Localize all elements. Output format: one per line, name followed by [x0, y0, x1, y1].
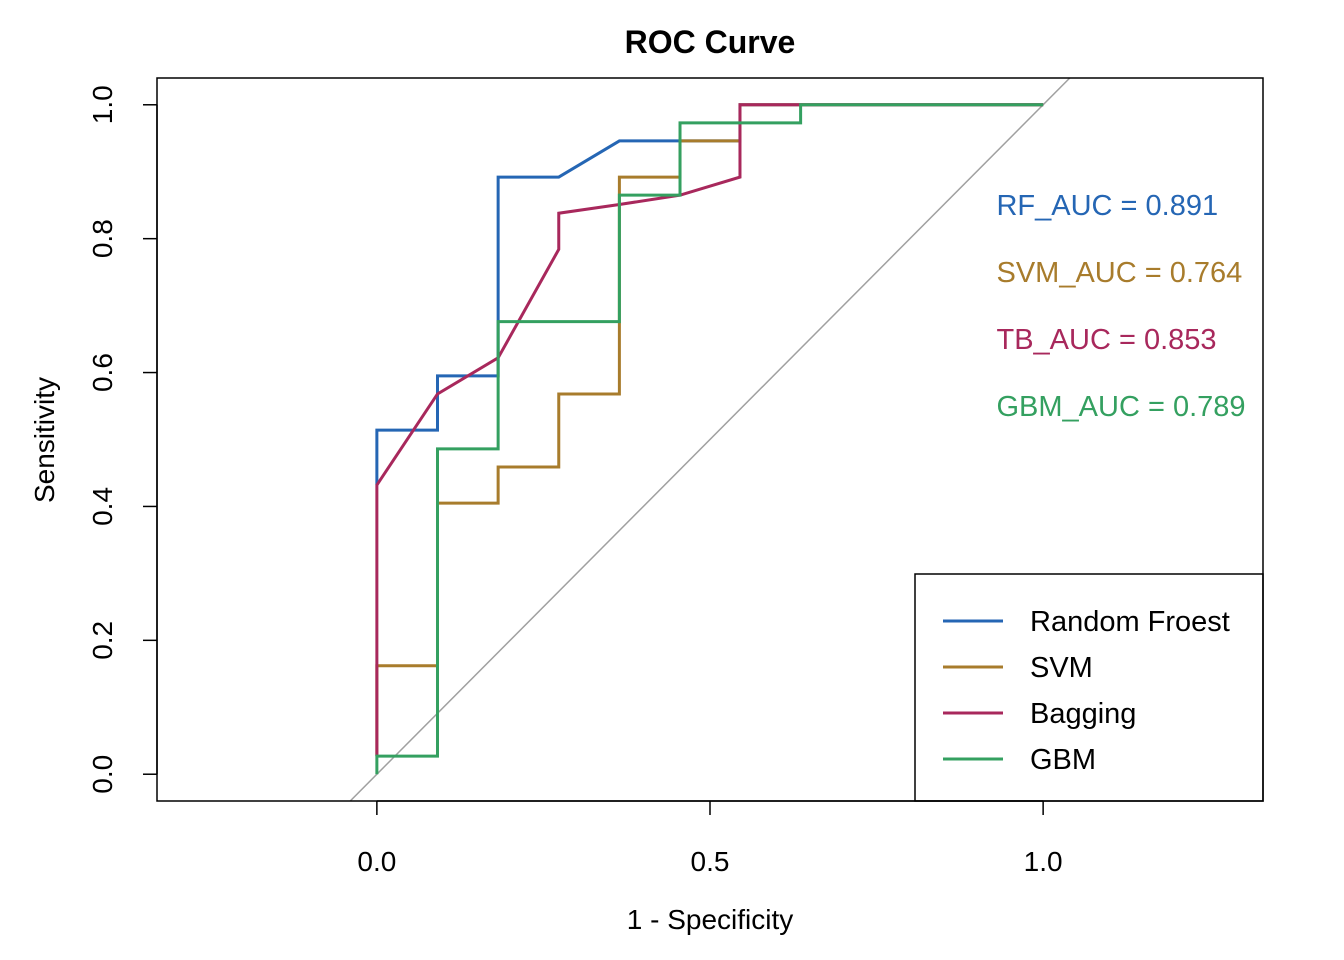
- auc-annotation-4: GBM_AUC = 0.789: [996, 391, 1245, 423]
- series-layer: [375, 103, 1044, 775]
- series-line-random-froest: [375, 103, 1044, 486]
- series-line-bagging: [375, 103, 1044, 757]
- y-axis: 0.0 0.2 0.4 0.6 0.8 1.0: [87, 85, 158, 794]
- x-axis-label: 1 - Specificity: [627, 904, 794, 935]
- y-tick-label-6: 1.0: [87, 85, 118, 124]
- x-tick-label-1: 0.0: [357, 846, 396, 877]
- reference-diagonal-line: [349, 78, 1071, 801]
- x-axis: 0.0 0.5 1.0: [357, 800, 1063, 877]
- auc-annotation-1: RF_AUC = 0.891: [996, 190, 1218, 222]
- auc-annotation-3: TB_AUC = 0.853: [996, 324, 1216, 356]
- legend-label-2: SVM: [1030, 652, 1093, 684]
- y-tick-label-3: 0.4: [87, 487, 118, 526]
- y-tick-label-1: 0.0: [87, 755, 118, 794]
- y-axis-label: Sensitivity: [29, 377, 60, 503]
- y-tick-label-2: 0.2: [87, 621, 118, 660]
- legend: Random Froest SVM Bagging GBM: [914, 573, 1264, 802]
- legend-label-1: Random Froest: [1030, 606, 1230, 638]
- y-tick-label-5: 0.8: [87, 219, 118, 258]
- auc-annotation-2: SVM_AUC = 0.764: [996, 257, 1242, 289]
- chart-title: ROC Curve: [625, 24, 796, 60]
- legend-label-4: GBM: [1030, 744, 1096, 776]
- series-line-gbm: [375, 103, 1044, 775]
- y-tick-label-4: 0.6: [87, 353, 118, 392]
- reference-line-layer: [349, 78, 1071, 801]
- legend-label-3: Bagging: [1030, 698, 1136, 730]
- legend-box: [914, 573, 1264, 802]
- x-tick-label-2: 0.5: [691, 846, 730, 877]
- auc-annotations: RF_AUC = 0.891 SVM_AUC = 0.764 TB_AUC = 0.…: [996, 190, 1245, 423]
- x-tick-label-3: 1.0: [1024, 846, 1063, 877]
